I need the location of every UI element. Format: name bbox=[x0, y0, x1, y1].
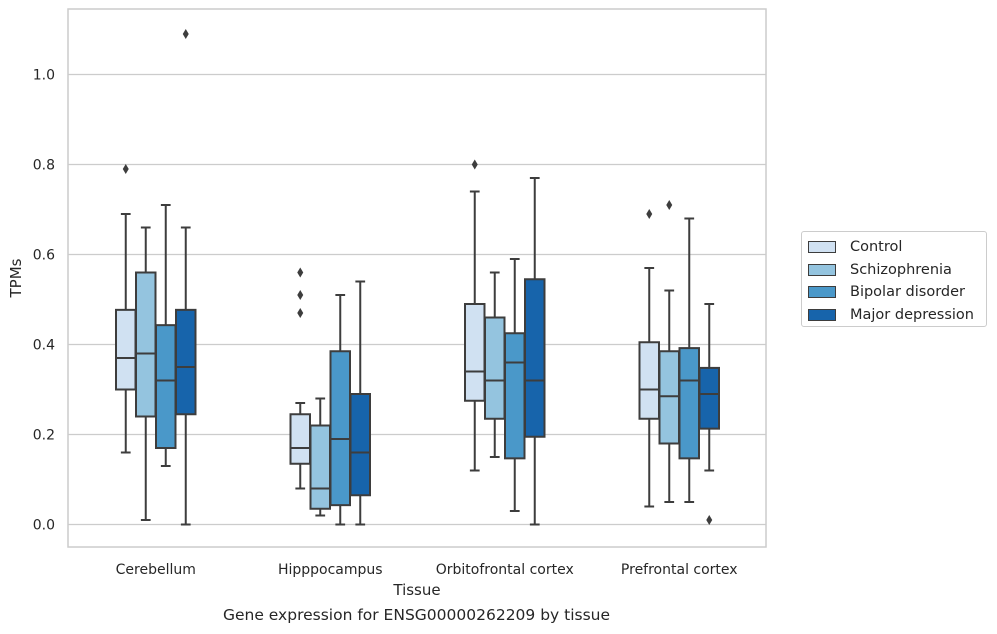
box-control bbox=[638, 209, 660, 508]
legend-item: Schizophrenia bbox=[808, 259, 986, 282]
legend-label: Schizophrenia bbox=[850, 261, 952, 278]
box-major-depression bbox=[349, 280, 371, 526]
legend-label: Major depression bbox=[850, 306, 974, 323]
x-tick-label: Orbitofrontal cortex bbox=[436, 562, 574, 578]
iqr-box bbox=[464, 303, 486, 402]
box-schizophrenia bbox=[135, 226, 157, 521]
iqr-box bbox=[289, 413, 311, 465]
y-tick-label: 0.4 bbox=[33, 338, 55, 354]
iqr-box bbox=[175, 308, 197, 416]
outlier-point bbox=[297, 308, 304, 318]
box-bipolar-disorder bbox=[678, 217, 700, 503]
box-schizophrenia bbox=[658, 200, 680, 503]
iqr-box bbox=[349, 393, 371, 497]
outlier-point bbox=[182, 29, 189, 39]
outlier-point bbox=[471, 159, 478, 170]
outlier-point bbox=[666, 200, 673, 210]
box-control bbox=[464, 159, 486, 472]
box-groups bbox=[115, 29, 720, 526]
box-bipolar-disorder bbox=[329, 294, 351, 526]
legend-label: Control bbox=[850, 239, 903, 256]
x-tick-label: Cerebellum bbox=[116, 562, 196, 578]
outlier-point bbox=[297, 290, 304, 300]
y-tick-label: 1.0 bbox=[33, 68, 55, 84]
legend-item: Bipolar disorder bbox=[808, 281, 986, 304]
iqr-box bbox=[524, 278, 546, 438]
box-bipolar-disorder bbox=[155, 204, 177, 467]
iqr-box bbox=[698, 366, 720, 430]
x-tick-labels: Cerebellum Hipppocampus Orbitofrontal cort… bbox=[116, 562, 738, 578]
legend-swatch bbox=[808, 308, 836, 321]
iqr-box bbox=[484, 316, 506, 420]
y-tick-label: 0.2 bbox=[33, 428, 55, 444]
plot-frame bbox=[67, 8, 767, 548]
y-axis-label: TPMs bbox=[7, 258, 25, 298]
figure-caption: Gene expression for ENSG00000262209 by t… bbox=[222, 606, 611, 624]
box-major-depression bbox=[698, 303, 720, 525]
box-major-depression bbox=[175, 29, 197, 526]
box-schizophrenia bbox=[484, 271, 506, 458]
iqr-box bbox=[155, 324, 177, 449]
x-tick-label: Hipppocampus bbox=[278, 562, 383, 578]
box-bipolar-disorder bbox=[504, 258, 526, 512]
x-axis-label: Tissue bbox=[392, 581, 440, 599]
iqr-box bbox=[329, 350, 351, 507]
iqr-box bbox=[504, 332, 526, 460]
legend-item: Major depression bbox=[808, 304, 986, 327]
box-schizophrenia bbox=[309, 397, 331, 517]
iqr-box bbox=[115, 308, 137, 391]
box-control bbox=[289, 267, 311, 490]
iqr-box bbox=[309, 424, 331, 510]
iqr-box bbox=[678, 347, 700, 460]
outlier-point bbox=[646, 209, 653, 219]
outlier-point bbox=[706, 515, 713, 525]
legend-item: Control bbox=[808, 236, 986, 259]
legend-swatch bbox=[808, 241, 836, 254]
outlier-point bbox=[122, 164, 129, 174]
box-control bbox=[115, 164, 137, 454]
iqr-box bbox=[638, 341, 660, 420]
y-tick-label: 0.6 bbox=[33, 248, 55, 264]
y-tick-label: 0.8 bbox=[33, 158, 55, 174]
legend-swatch bbox=[808, 263, 836, 276]
iqr-box bbox=[658, 350, 680, 445]
y-tick-labels: 0.0 0.2 0.4 0.6 0.8 1.0 bbox=[33, 68, 55, 534]
x-tick-label: Prefrontal cortex bbox=[621, 562, 738, 578]
legend: Control Schizophrenia Bipolar disorder Majo… bbox=[801, 231, 987, 327]
gridlines bbox=[68, 73, 766, 526]
legend-swatch bbox=[808, 286, 836, 299]
y-tick-label: 0.0 bbox=[33, 518, 55, 534]
iqr-box bbox=[135, 271, 157, 418]
box-major-depression bbox=[524, 177, 546, 526]
legend-label: Bipolar disorder bbox=[850, 284, 965, 301]
outlier-point bbox=[297, 267, 304, 278]
